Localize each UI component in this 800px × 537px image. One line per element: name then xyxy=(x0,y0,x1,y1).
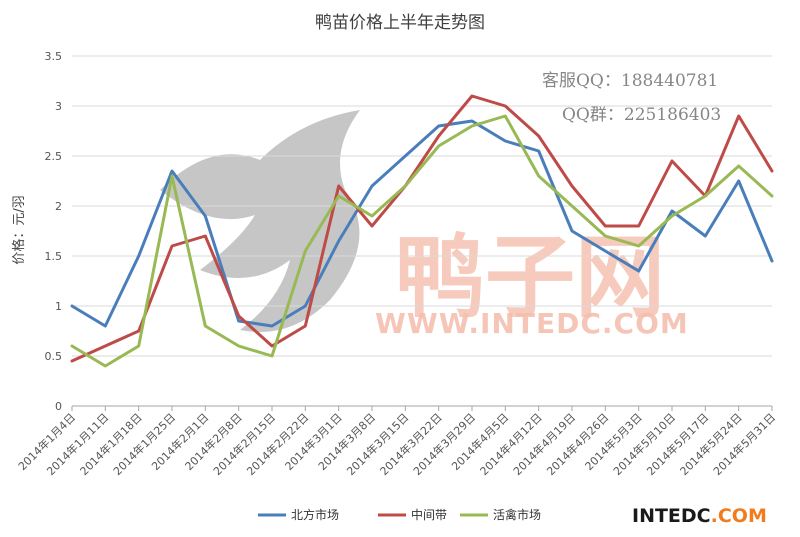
series-lines xyxy=(70,94,774,368)
brand-logo: INTEDC.COM xyxy=(632,505,767,527)
legend-label: 中间带 xyxy=(411,507,447,522)
svg-text:INTEDC.COM: INTEDC.COM xyxy=(632,505,767,527)
x-tick-label: 2014年4月5日 xyxy=(449,410,512,473)
legend-label: 活禽市场 xyxy=(493,507,541,522)
watermark-qq-service: 客服QQ：188440781 xyxy=(542,71,718,91)
watermark: 鸭子网 WWW.INTEDC.COM 客服QQ：188440781 QQ群：22… xyxy=(160,71,721,340)
x-tick-label: 2014年2月1日 xyxy=(149,410,212,473)
y-tick-label: 3.5 xyxy=(45,50,63,63)
x-tick-label: 2014年5月3日 xyxy=(582,410,645,473)
series-line xyxy=(70,94,774,363)
legend: 北方市场 中间带 活禽市场 xyxy=(258,507,541,522)
legend-label: 北方市场 xyxy=(291,507,339,522)
brand-text-accent: .COM xyxy=(711,505,767,527)
x-tick-label: 2014年1月4日 xyxy=(15,410,78,473)
watermark-qq-group: QQ群：225186403 xyxy=(562,105,721,125)
y-tick-label: 0.5 xyxy=(45,350,63,363)
y-tick-label: 1 xyxy=(55,300,62,313)
y-tick-label: 2.5 xyxy=(45,150,63,163)
series-line xyxy=(70,114,774,368)
watermark-site-url: WWW.INTEDC.COM xyxy=(375,307,689,340)
watermark-bird-logo xyxy=(160,110,360,332)
y-tick-label: 2 xyxy=(55,200,62,213)
x-tick-label: 2014年3月8日 xyxy=(315,410,378,473)
x-axis-ticks: 2014年1月4日2014年1月11日2014年1月18日2014年1月25日2… xyxy=(15,406,778,478)
watermark-logo-text: 鸭子网 xyxy=(395,225,665,330)
chart-title: 鸭苗价格上半年走势图 xyxy=(315,13,485,33)
y-tick-label: 1.5 xyxy=(45,250,63,263)
y-axis-ticks: 0 0.5 1 1.5 2 2.5 3 3.5 xyxy=(45,50,63,413)
series-line xyxy=(70,119,774,328)
y-tick-label: 0 xyxy=(55,400,62,413)
brand-text-main: INTEDC xyxy=(632,505,711,527)
y-tick-label: 3 xyxy=(55,100,62,113)
y-axis-label: 价格：元/羽 xyxy=(11,195,27,264)
x-tick-label: 2014年2月8日 xyxy=(182,410,245,473)
x-tick-label: 2014年3月1日 xyxy=(282,410,345,473)
